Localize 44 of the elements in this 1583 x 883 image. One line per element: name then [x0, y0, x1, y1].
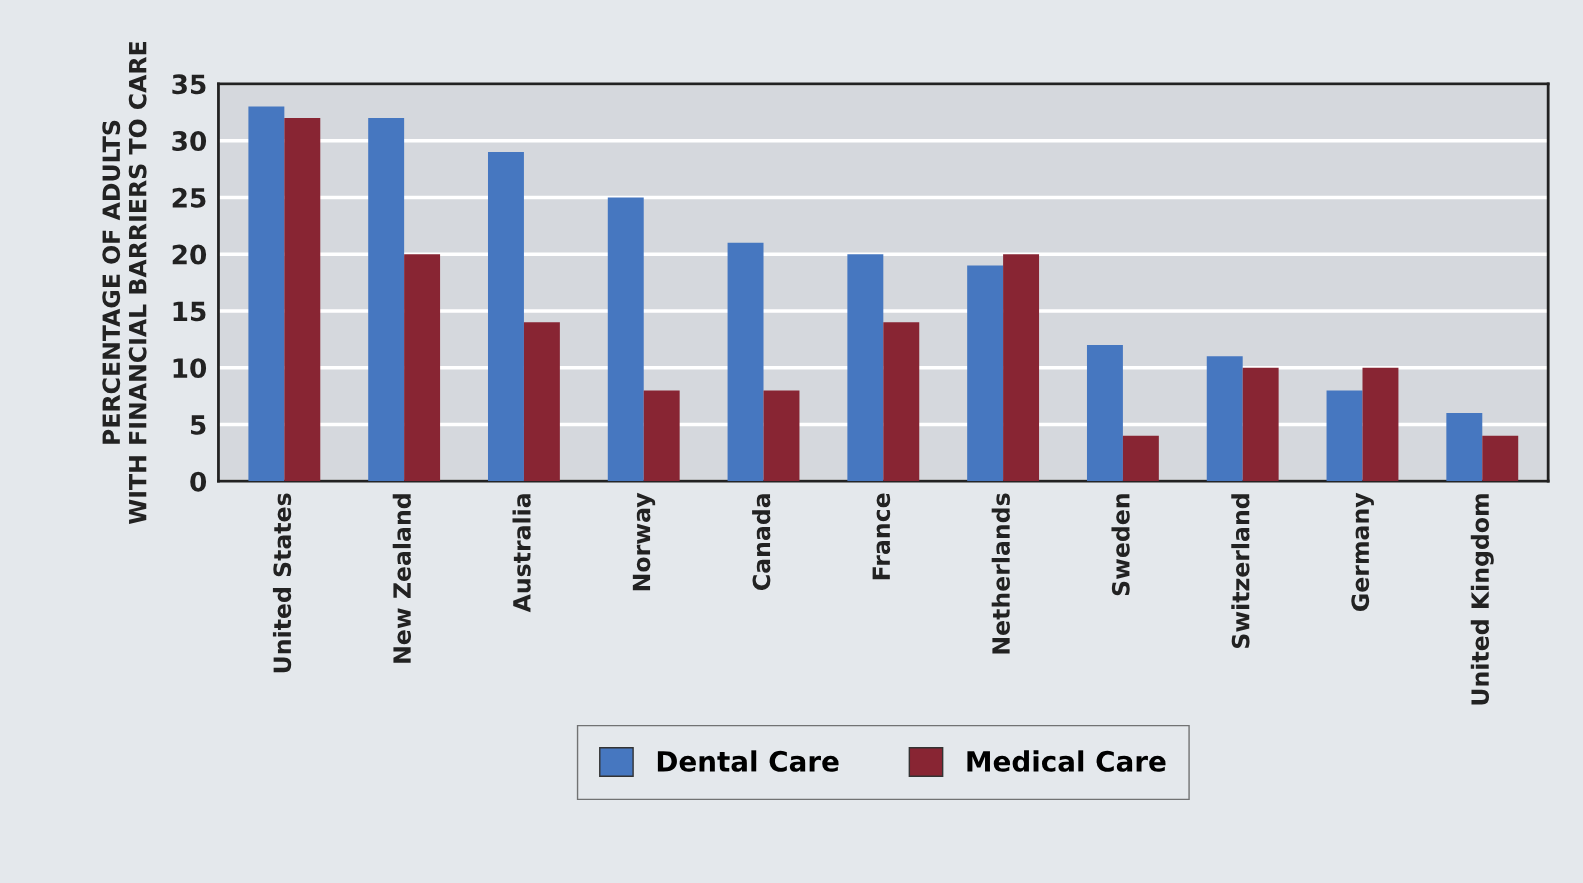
x-tick-label: United States	[272, 493, 292, 673]
bar	[727, 242, 764, 482]
bar	[284, 117, 321, 482]
y-tick-label: 35	[172, 74, 206, 95]
x-tick-label: United Kingdom	[1470, 494, 1494, 705]
x-tick-label: France	[872, 493, 891, 580]
bar	[1482, 435, 1519, 482]
x-tick-label: Sweden	[1111, 494, 1130, 596]
bar	[404, 254, 441, 482]
bar	[1362, 367, 1399, 482]
legend-label: Medical Care	[967, 750, 1166, 772]
bar	[763, 390, 800, 482]
y-tick-label: 0	[190, 471, 207, 492]
bar	[1086, 345, 1123, 482]
y-axis-title: PERCENTAGE OF ADULTS WITH FINANCIAL BARRIERS TO CARE	[102, 42, 147, 525]
y-tick-label: 15	[173, 301, 206, 322]
y-tick-label: 25	[172, 187, 206, 208]
bar	[523, 322, 560, 482]
x-tick-label: Norway	[632, 492, 656, 591]
x-tick-label: New Zealand	[392, 494, 411, 663]
bar	[847, 254, 884, 482]
bar	[487, 152, 524, 482]
x-tick-label: Germany	[1351, 492, 1374, 611]
y-tick-label: 20	[172, 244, 207, 265]
bar	[1003, 254, 1040, 482]
legend-label: Dental Care	[657, 750, 839, 772]
bar	[607, 197, 644, 482]
y-tick-label: 30	[172, 131, 207, 152]
bar	[1122, 435, 1159, 482]
x-tick-label: Netherlands	[991, 493, 1010, 654]
bar	[643, 390, 680, 482]
x-tick-label: Canada	[752, 494, 771, 591]
bar	[883, 322, 920, 482]
y-tick-label: 5	[191, 415, 206, 435]
y-tick-label: 10	[173, 358, 207, 379]
bar	[1206, 356, 1243, 482]
bar	[368, 117, 405, 482]
x-tick-label: Australia	[512, 494, 531, 613]
bar	[1446, 413, 1483, 482]
bar	[1326, 390, 1363, 482]
bar	[1242, 367, 1279, 482]
bar	[248, 106, 285, 482]
x-tick-label: Switzerland	[1231, 494, 1250, 648]
bar	[967, 265, 1004, 482]
